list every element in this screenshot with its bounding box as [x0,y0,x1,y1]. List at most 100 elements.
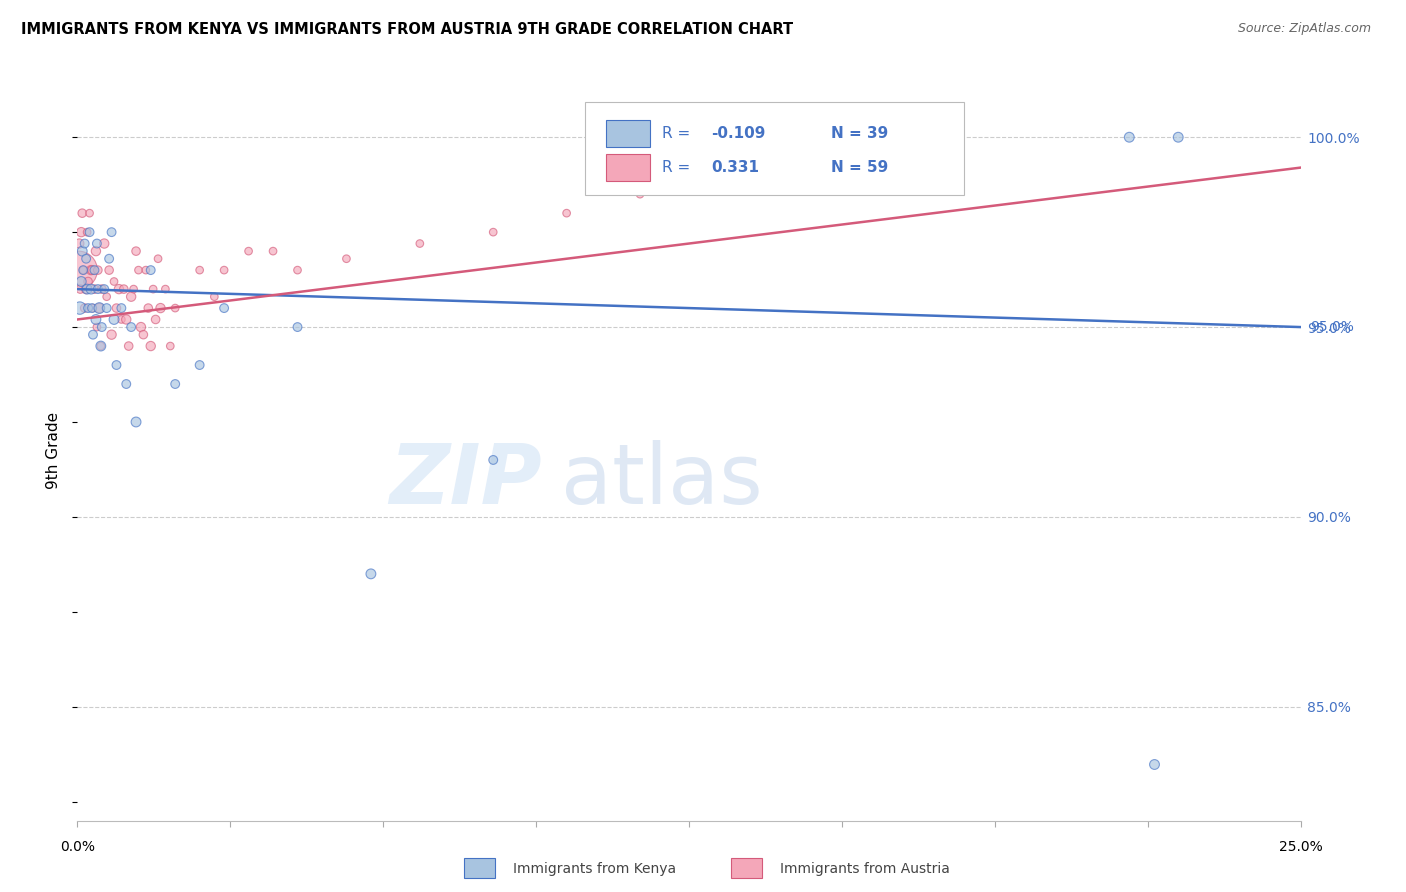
Point [89,301,111,315]
Point [72,263,94,277]
Point [70,275,93,289]
Point [165,377,187,392]
Point [98,252,121,266]
Point [1167,130,1189,145]
Point [75,252,97,266]
Text: IMMIGRANTS FROM KENYA VS IMMIGRANTS FROM AUSTRIA 9TH GRADE CORRELATION CHART: IMMIGRANTS FROM KENYA VS IMMIGRANTS FROM… [21,22,793,37]
Point [79,206,101,220]
Text: Immigrants from Kenya: Immigrants from Kenya [513,862,676,876]
Point [67,263,90,277]
Text: ZIP: ZIP [389,440,543,521]
Point [165,301,187,315]
Point [482,225,505,239]
Point [69,282,91,296]
Point [82,327,104,342]
Point [93,236,115,251]
Point [129,320,152,334]
Point [118,339,141,353]
Point [90,282,112,296]
Point [86,236,108,251]
Point [84,312,107,326]
Point [128,263,150,277]
Text: N = 39: N = 39 [831,126,889,141]
Point [72,263,94,277]
Point [70,206,93,220]
Point [80,263,103,277]
Point [90,320,112,334]
Point [87,282,110,296]
Point [73,301,96,315]
Point [139,263,162,277]
Point [96,301,118,315]
Point [80,263,103,277]
Point [188,263,211,277]
Point [155,282,177,296]
Point [555,206,578,220]
Point [96,290,118,304]
Point [202,290,225,304]
Text: atlas: atlas [561,440,762,521]
FancyBboxPatch shape [585,103,965,195]
Point [1143,756,1166,771]
Point [100,327,122,342]
Point [76,282,98,296]
Point [80,301,103,315]
Point [76,225,98,239]
Point [188,358,211,372]
Point [335,252,357,266]
Point [212,301,235,315]
Point [120,320,142,334]
Point [103,312,125,326]
Point [238,244,260,259]
Point [125,244,148,259]
Text: R =: R = [662,126,695,141]
Point [146,252,169,266]
Point [103,275,125,289]
Text: Immigrants from Austria: Immigrants from Austria [780,862,950,876]
Point [212,263,235,277]
Point [287,320,309,334]
Point [115,312,138,326]
Point [80,282,103,296]
Point [110,301,132,315]
Point [90,339,112,353]
Text: -0.109: -0.109 [711,126,765,141]
Point [93,282,115,296]
Point [360,566,382,581]
Point [132,327,155,342]
FancyBboxPatch shape [606,154,650,181]
Point [115,377,138,392]
Point [79,225,101,239]
Point [136,301,159,315]
Point [87,263,110,277]
Text: N = 59: N = 59 [831,160,889,175]
Point [86,320,108,334]
Point [482,453,505,467]
Point [83,263,105,277]
Text: 0.0%: 0.0% [60,839,94,854]
Point [89,301,111,315]
Text: 0.331: 0.331 [711,160,759,175]
Point [77,301,100,315]
Point [98,263,121,277]
Point [75,282,97,296]
Point [139,339,162,353]
Text: Source: ZipAtlas.com: Source: ZipAtlas.com [1237,22,1371,36]
Point [84,244,107,259]
Point [100,225,122,239]
Point [105,301,128,315]
Point [149,301,172,315]
Point [287,263,309,277]
Point [70,244,93,259]
Y-axis label: 9th Grade: 9th Grade [46,412,62,489]
Point [145,312,167,326]
FancyBboxPatch shape [606,120,650,147]
Point [73,236,96,251]
Point [142,282,165,296]
Point [135,263,157,277]
Point [628,187,651,202]
Point [262,244,284,259]
Point [67,236,90,251]
Point [77,275,100,289]
Text: 25.0%: 25.0% [1278,839,1323,854]
